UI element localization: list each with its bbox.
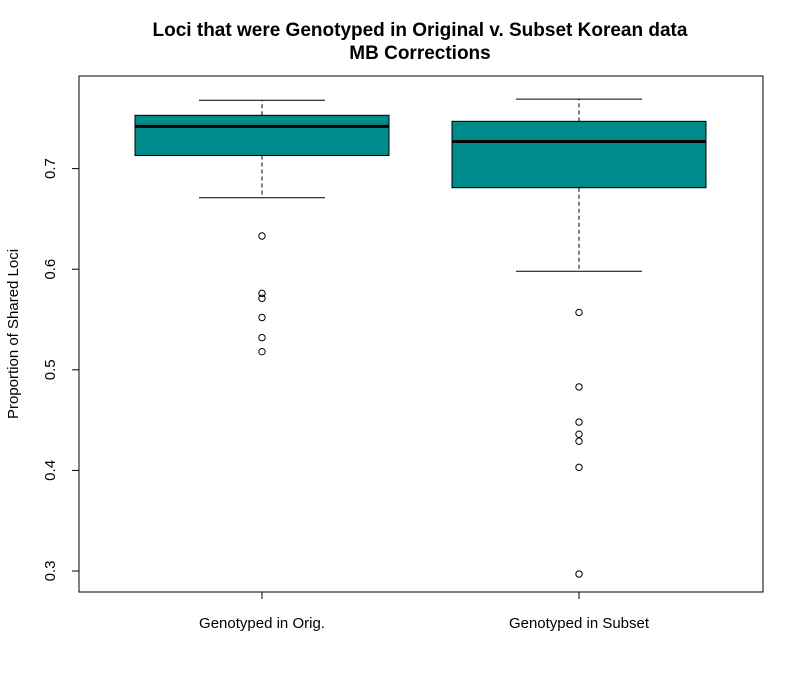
plot-frame [78, 75, 764, 593]
y-tick-label: 0.6 [42, 259, 59, 280]
outlier-point [258, 333, 266, 342]
box-iqr [451, 120, 707, 189]
box-group-1 [134, 99, 390, 356]
outlier-point [575, 437, 583, 445]
outlier-point [258, 289, 266, 298]
outlier-point [575, 430, 583, 438]
box-group-2 [451, 98, 707, 578]
box-iqr [134, 114, 390, 157]
chart-axes: Genotyped in Orig. Genotyped in Subset 0.3… [42, 158, 650, 632]
y-axis-label: Proportion of Shared Loci [5, 249, 22, 419]
y-tick-label: 0.5 [42, 359, 59, 380]
outlier-point [575, 463, 583, 472]
chart-subtitle: MB Corrections [349, 43, 490, 64]
outlier-point [258, 294, 266, 303]
outlier-point [575, 308, 583, 317]
x-tick-label: Genotyped in Subset [509, 615, 650, 632]
chart-marks [134, 98, 707, 578]
outlier-point [575, 383, 583, 391]
outlier-point [258, 313, 266, 322]
outlier-point [575, 418, 583, 426]
outlier-point [258, 347, 266, 356]
y-tick-label: 0.3 [42, 561, 59, 582]
outlier-point [575, 570, 583, 578]
chart-title: Loci that were Genotyped in Original v. … [153, 20, 688, 41]
outlier-point [258, 232, 266, 240]
x-tick-label: Genotyped in Orig. [199, 615, 325, 632]
y-tick-label: 0.7 [42, 158, 59, 179]
y-tick-label: 0.4 [42, 460, 59, 481]
